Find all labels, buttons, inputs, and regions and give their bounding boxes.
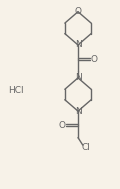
Text: N: N [75, 107, 81, 116]
Text: N: N [75, 73, 81, 82]
Text: Cl: Cl [81, 143, 90, 152]
Text: HCl: HCl [8, 86, 23, 95]
Text: O: O [59, 121, 66, 130]
Text: N: N [75, 40, 81, 50]
Text: O: O [75, 7, 81, 16]
Text: O: O [90, 55, 97, 64]
